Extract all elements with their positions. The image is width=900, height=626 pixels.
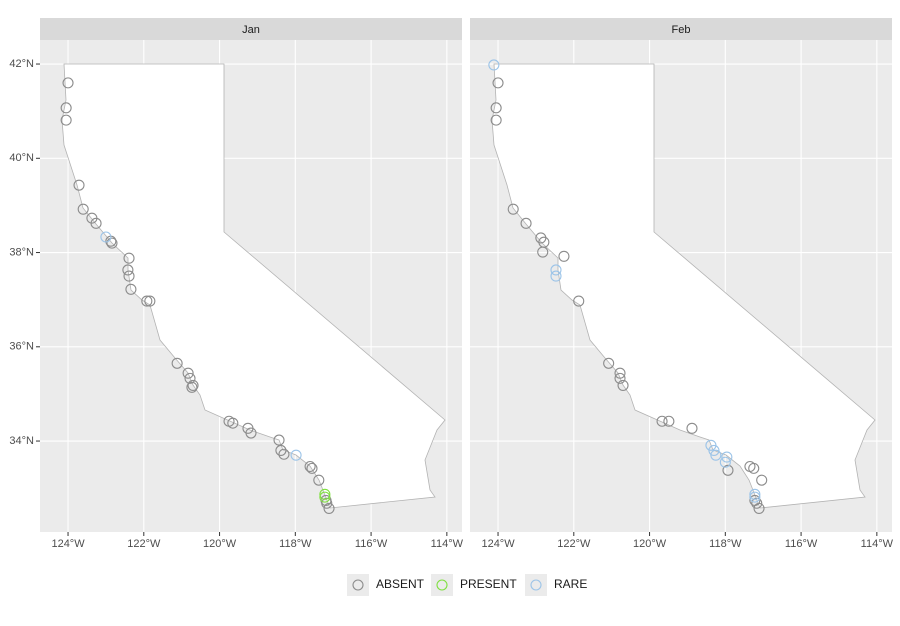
x-tick-label: 116°W: [355, 538, 388, 550]
point: [614, 367, 626, 379]
point: [186, 381, 198, 393]
point: [748, 462, 760, 474]
point: [60, 102, 72, 114]
point: [144, 295, 156, 307]
x-tick-label: 120°W: [633, 538, 667, 550]
legend-label: RARE: [554, 577, 587, 591]
point: [275, 444, 287, 457]
point: [141, 295, 153, 307]
point: [304, 460, 316, 473]
point: [278, 448, 290, 460]
legend-key: [431, 574, 453, 596]
point: [90, 217, 102, 229]
point: [319, 488, 331, 500]
point: [614, 372, 626, 384]
y-tick-label: 40°N: [9, 152, 34, 164]
point: [558, 250, 570, 262]
legend-symbol: [352, 579, 364, 591]
y-tick-label: 42°N: [9, 58, 34, 70]
point: [122, 264, 134, 276]
point: [520, 217, 532, 229]
legend-symbol: [530, 579, 542, 591]
point: [719, 456, 731, 468]
point: [490, 102, 502, 114]
point: [123, 252, 135, 264]
point: [182, 367, 194, 379]
point: [62, 77, 74, 89]
point: [77, 203, 89, 215]
legend-label: ABSENT: [376, 577, 425, 591]
strip-bg: [40, 18, 462, 40]
point: [550, 264, 562, 276]
x-tick-label: 114°W: [431, 538, 464, 550]
facet-title: Jan: [242, 24, 260, 36]
point: [106, 237, 118, 249]
point: [60, 114, 72, 126]
x-tick-label: 118°W: [709, 538, 742, 550]
x-tick-label: 124°W: [51, 538, 85, 550]
point: [573, 295, 585, 307]
point: [100, 231, 112, 243]
point: [321, 497, 333, 509]
y-tick-label: 34°N: [9, 435, 34, 447]
point: [123, 270, 135, 282]
y-tick-label: 38°N: [9, 246, 34, 258]
legend-label: PRESENT: [460, 577, 517, 591]
point: [290, 449, 302, 461]
x-tick-label: 122°W: [557, 538, 591, 550]
point: [319, 491, 331, 503]
point: [507, 203, 519, 215]
point: [753, 502, 765, 514]
point: [722, 464, 734, 476]
point: [227, 417, 239, 429]
point: [721, 451, 733, 463]
point: [171, 357, 183, 369]
point: [663, 415, 675, 427]
point: [710, 449, 722, 461]
point: [187, 379, 199, 391]
facet-title: Feb: [672, 24, 691, 36]
legend-key: [525, 574, 547, 596]
strip-bg: [470, 18, 892, 40]
point: [184, 372, 196, 384]
point: [603, 357, 615, 369]
point: [708, 444, 720, 457]
point: [749, 488, 761, 500]
x-tick-label: 118°W: [279, 538, 312, 550]
point: [488, 59, 500, 71]
point: [550, 270, 562, 282]
point: [313, 474, 325, 486]
x-tick-label: 124°W: [481, 538, 515, 550]
point: [751, 497, 763, 509]
x-tick-label: 114°W: [861, 538, 894, 550]
x-tick-label: 120°W: [203, 538, 237, 550]
point: [306, 462, 318, 474]
y-tick-label: 36°N: [9, 341, 34, 353]
point: [125, 283, 137, 295]
legend-key: [347, 574, 369, 596]
point: [323, 502, 335, 514]
point: [537, 246, 549, 258]
point: [245, 427, 257, 439]
point: [656, 415, 668, 427]
point: [756, 474, 768, 486]
legend-symbol: [436, 579, 448, 591]
point: [273, 434, 285, 446]
point: [73, 179, 85, 191]
x-tick-label: 122°W: [127, 538, 161, 550]
x-tick-label: 116°W: [785, 538, 818, 550]
point: [686, 422, 698, 434]
point: [617, 379, 629, 391]
point: [492, 77, 504, 89]
point: [749, 491, 761, 503]
point: [490, 114, 502, 126]
